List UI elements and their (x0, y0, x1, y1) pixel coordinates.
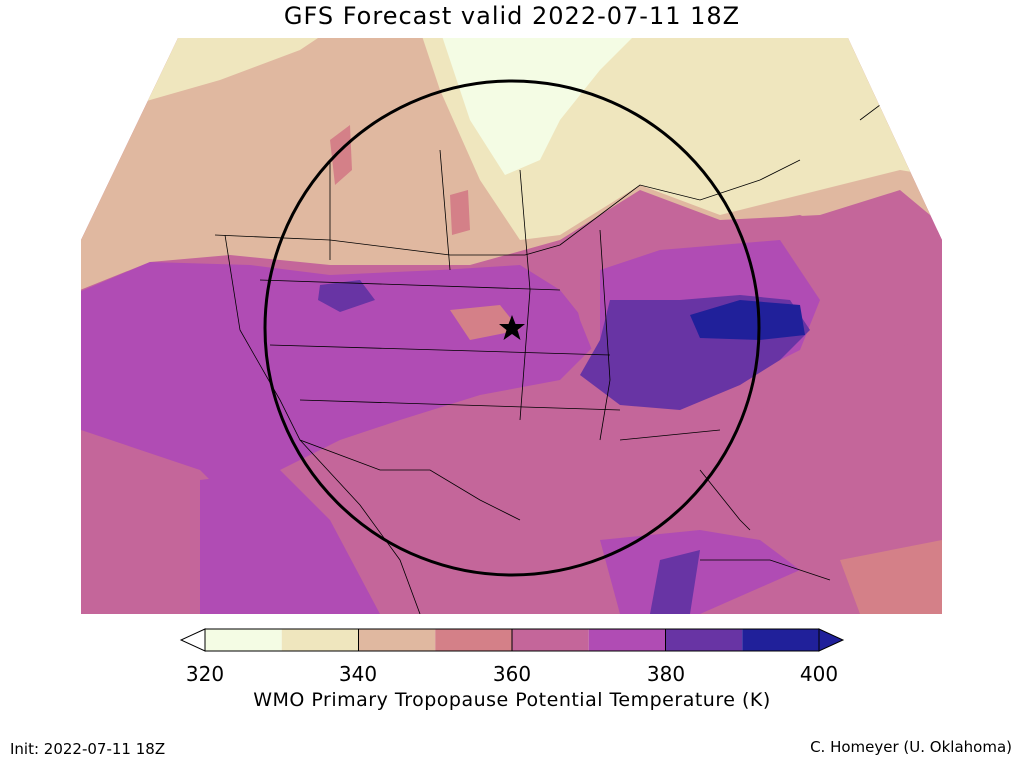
colorbar-tick: 380 (646, 662, 686, 686)
colorbar-under-arrow (179, 628, 206, 652)
colorbar-swatch (742, 629, 819, 651)
colorbar-swatch (205, 629, 282, 651)
colorbar-swatch (435, 629, 512, 651)
colorbar-tick: 400 (799, 662, 839, 686)
colorbar (179, 628, 845, 652)
colorbar-label: WMO Primary Tropopause Potential Tempera… (253, 689, 771, 711)
colorbar-tick: 360 (492, 662, 532, 686)
colorbar-tick: 340 (338, 662, 378, 686)
colorbar-swatch (358, 629, 436, 651)
colorbar-tick: 320 (185, 662, 225, 686)
star-icon (499, 315, 525, 340)
map-title: GFS Forecast valid 2022-07-11 18Z (283, 2, 741, 30)
colorbar-swatch (665, 629, 743, 651)
credit: C. Homeyer (U. Oklahoma) (810, 738, 1012, 756)
colorbar-swatch (281, 629, 359, 651)
range-circle (263, 79, 761, 577)
colorbar-swatch (588, 629, 666, 651)
political-boundaries (214, 49, 901, 614)
init-time: Init: 2022-07-11 18Z (10, 740, 166, 758)
colorbar-swatch (512, 629, 589, 651)
colorbar-over-arrow (818, 628, 845, 652)
